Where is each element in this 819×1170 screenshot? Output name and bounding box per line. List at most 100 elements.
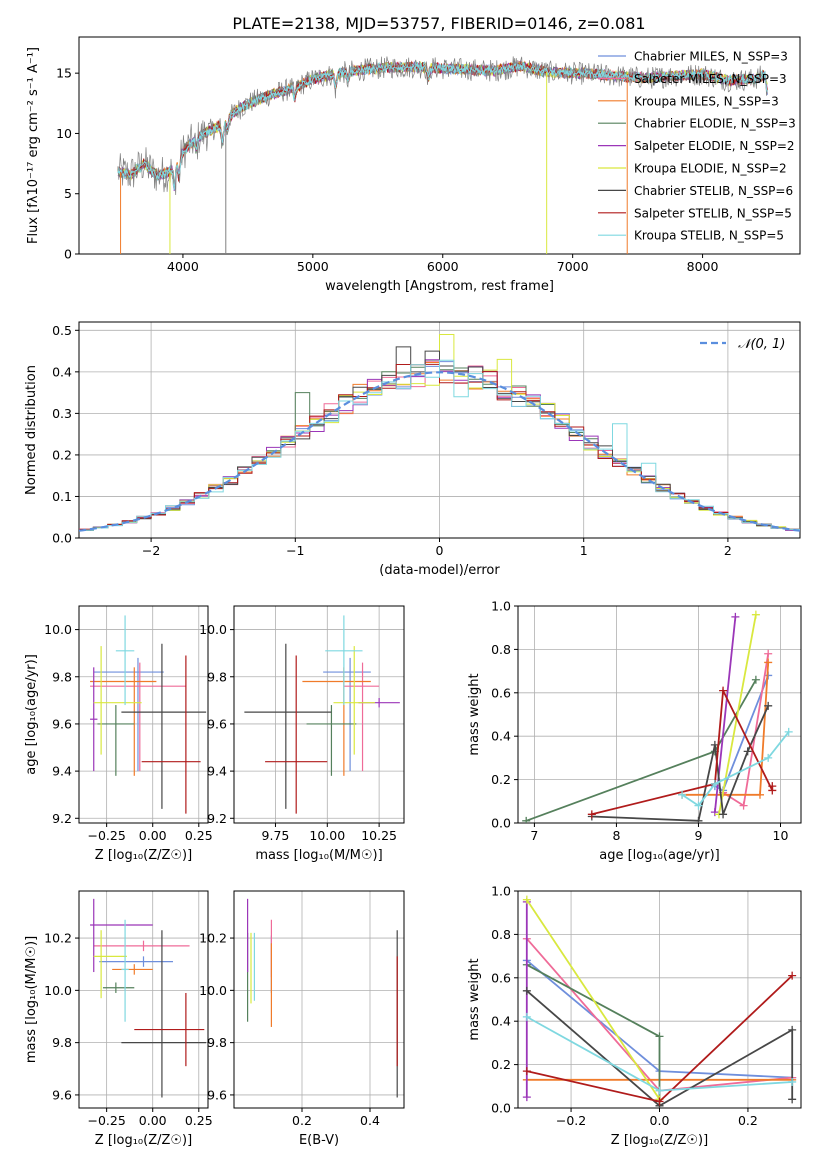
weight-point-marker [694,816,703,823]
spectrum-ytick-label: 0 [64,247,72,262]
weight-point-marker [768,782,777,791]
weight-point-marker [751,675,760,684]
weight-point-marker [655,1086,664,1095]
mass-vs-metallicity-panel: −0.25 0.00 0.25 9.6 9.8 10.0 10.2 Z [log₁₀(Z/Z☉… [24,890,213,1148]
weight_vs_Z-ytick-label: 0.6 [491,970,511,985]
spectrum-xtick-label: 8000 [687,259,719,274]
mass_vs_Z-xtick-label: −0.25 [87,1113,125,1128]
mass_vs_ebv-xlabel: E(B-V) [299,1133,339,1148]
weight-vs-metallicity-panel: −0.2 0.0 0.2 0.0 0.2 0.4 0.6 0.8 1.0 Z [log₁₀(Z/Z… [467,884,802,1148]
age-vs-metallicity-panel: −0.25 0.00 0.25 9.2 9.4 9.6 9.8 10.0 Z [log₁₀(Z/… [24,605,213,863]
mass_vs_Z-xlabel: Z [log₁₀(Z/Z☉)] [95,1133,192,1148]
weight-point-marker [522,1093,531,1102]
weight_vs_Z-ytick-label: 0.4 [491,1014,511,1029]
age_vs_Z-ytick-label: 10.0 [44,622,72,637]
residuals-ytick-label: 0.0 [52,531,72,546]
age_vs_mass-ytick-label: 9.2 [207,811,227,826]
weight-point-marker [710,808,719,817]
weight_vs_Z-xlabel: Z [log₁₀(Z/Z☉)] [611,1133,708,1148]
age_vs_mass-frame [233,605,405,824]
weight-point-marker [587,810,596,819]
age_vs_mass-xtick-label: 10.00 [309,828,345,843]
weight-point-marker [788,971,797,980]
legend-entry: Salpeter MILES, N_SSP=3 [634,72,787,86]
mass_vs_Z-ytick-label: 9.6 [52,1087,72,1102]
spectrum-xtick-label: 6000 [427,259,459,274]
spectrum-xtick-label: 4000 [167,259,199,274]
age_vs_Z-xtick-label: −0.25 [87,828,125,843]
weight-point-marker [788,1095,797,1104]
weight-point-marker [678,790,687,799]
age_vs_Z-frame [78,605,209,824]
mass_vs_Z-xtick-label: 0.25 [185,1113,213,1128]
mass_vs_Z-ytick-label: 10.0 [44,983,72,998]
residuals-ytick-label: 0.2 [52,447,72,462]
age_vs_Z-ytick-label: 9.4 [52,764,72,779]
weight-point-marker [764,753,773,762]
spectrum-ytick-label: 10 [56,126,72,141]
weight_vs_Z-xtick-label: 0.0 [650,1113,670,1128]
weight_vs_Z-ylabel: mass weight [467,958,482,1040]
mass_vs_Z-ytick-label: 9.8 [52,1035,72,1050]
weight-point-marker [764,649,773,658]
residuals-xtick-label: 1 [580,543,588,558]
age_vs_Z-ylabel: age [log₁₀(age/yr)] [24,654,39,775]
mass_vs_ebv-xtick-label: 0.4 [360,1113,380,1128]
mass_vs_Z-xtick-label: 0.00 [139,1113,167,1128]
residuals-ytick-label: 0.4 [52,364,72,379]
mass-vs-extinction-panel: 0.2 0.4 9.6 9.8 10.0 10.2 E(B-V) [199,890,405,1148]
mass_vs_ebv-ytick-label: 10.0 [199,983,227,998]
weight-point-marker [522,895,531,904]
age_vs_Z-xtick-label: 0.25 [185,828,213,843]
weight-series-line [526,990,794,1107]
weight-point-marker [522,1012,531,1021]
weight-point-marker [764,658,773,667]
mass_vs_Z-errorbars [90,898,207,1098]
age_vs_mass-ytick-label: 9.4 [207,764,227,779]
weight_vs_age-xlabel: age [log₁₀(age/yr)] [599,848,720,863]
figure-title: PLATE=2138, MJD=53757, FIBERID=0146, z=0… [232,14,645,33]
mass_vs_ebv-ytick-label: 9.6 [207,1087,227,1102]
residuals-xtick-label: 2 [724,543,732,558]
weight-point-marker [739,801,748,810]
weight_vs_age-ytick-label: 0.0 [491,816,511,831]
weight-series-line [591,705,770,822]
weight_vs_Z-xtick-label: −0.2 [556,1113,586,1128]
age_vs_Z-ytick-label: 9.6 [52,716,72,731]
weight-point-marker [719,686,728,695]
weight_vs_age-frame [517,605,802,824]
legend-entry: Kroupa STELIB, N_SSP=5 [634,229,784,243]
spectrum-frame [78,36,801,255]
weight_vs_Z-ytick-label: 1.0 [491,884,511,899]
weight_vs_age-series [522,610,793,823]
mass_vs_ebv-ytick-label: 10.2 [199,931,227,946]
residuals-ytick-label: 0.3 [52,406,72,421]
weight_vs_Z-xtick-label: 0.2 [738,1113,758,1128]
weight-point-marker [743,747,752,756]
weight_vs_age-ytick-label: 0.2 [491,772,511,787]
weight_vs_age-ytick-label: 0.8 [491,642,511,657]
weight-point-marker [784,727,793,736]
age-vs-mass-panel: 9.75 10.00 10.25 9.2 9.4 9.6 9.8 10.0 mass [log₁… [199,605,405,863]
weight-point-marker [755,790,764,799]
spectrum-ytick-label: 5 [64,186,72,201]
weight-point-marker [764,701,773,710]
weight_vs_Z-ytick-label: 0.8 [491,927,511,942]
weight_vs_Z-ytick-label: 0.0 [491,1101,511,1116]
legend-entry: Chabrier ELODIE, N_SSP=3 [634,117,796,131]
mass_vs_Z-ylabel: mass [log₁₀(M/M☉)] [24,936,39,1063]
legend-entry: Salpeter STELIB, N_SSP=5 [634,206,792,220]
weight-point-marker [731,612,740,621]
weight_vs_Z-series [522,895,797,1108]
weight-point-marker [694,801,703,810]
mass_vs_ebv-errorbars [247,898,398,1098]
weight_vs_age-xtick-label: 9 [694,828,702,843]
weight-point-marker [719,810,728,819]
legend-entry: Salpeter ELODIE, N_SSP=2 [634,139,795,153]
age_vs_Z-errorbars [90,615,207,814]
weight_vs_age-ytick-label: 1.0 [491,599,511,614]
legend-entry: Kroupa ELODIE, N_SSP=2 [634,162,787,176]
weight_vs_Z-ytick-label: 0.2 [491,1057,511,1072]
weight-point-marker [522,816,531,823]
